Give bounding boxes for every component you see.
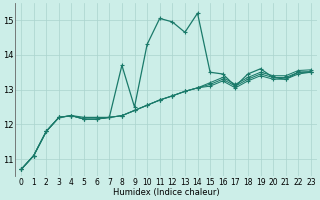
- X-axis label: Humidex (Indice chaleur): Humidex (Indice chaleur): [113, 188, 219, 197]
